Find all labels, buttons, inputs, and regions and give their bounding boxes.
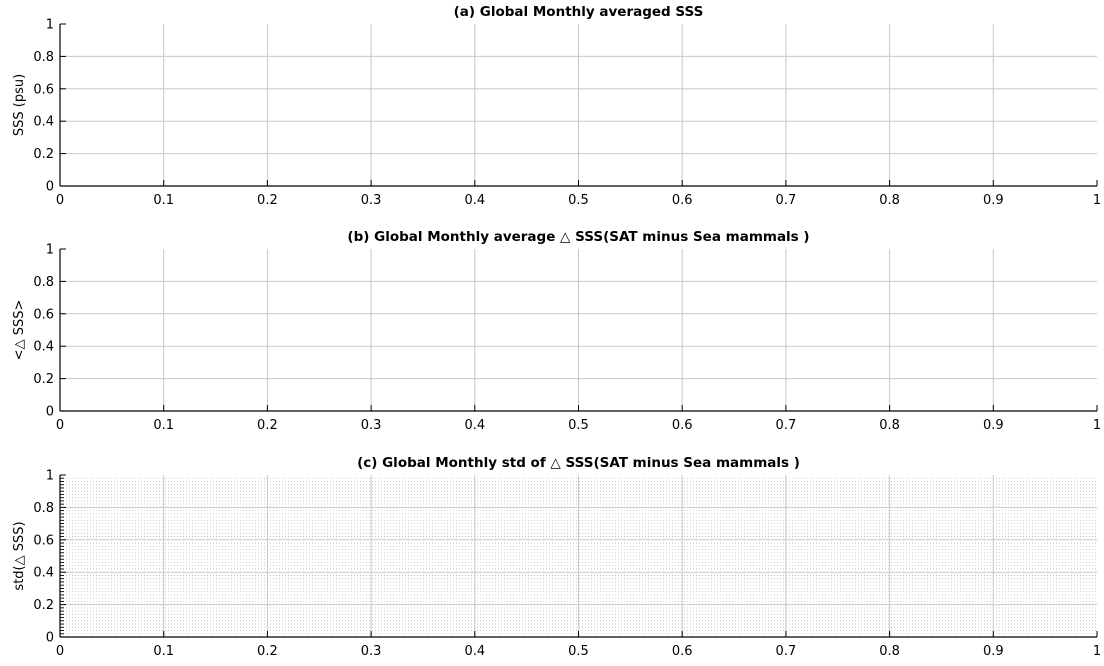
y-tick-label: 0 <box>46 180 54 195</box>
subplot-a: 0 0.1 0.2 0.3 0.4 0.5 0.6 0.7 0.8 0.9 1 0 0.2 0.4 0.6 0… <box>12 4 1101 208</box>
chart-title: (b) Global Monthly average △ SSS(SAT min… <box>347 229 809 245</box>
x-tick-label: 0.4 <box>464 418 485 433</box>
x-tick-label: 0.2 <box>257 193 278 208</box>
x-tick-label: 1 <box>1093 418 1101 433</box>
x-tick-label: 0.9 <box>983 418 1004 433</box>
y-axis-label: <△ SSS> <box>12 300 27 361</box>
x-tick-label: 0.5 <box>568 644 589 659</box>
x-tick-label: 0.1 <box>153 418 174 433</box>
y-tick-label: 0.6 <box>33 307 54 322</box>
y-axis-label: SSS (psu) <box>12 74 27 136</box>
x-tick-label: 0.9 <box>983 644 1004 659</box>
x-tick-label: 0.2 <box>257 644 278 659</box>
x-tick-label: 0.3 <box>361 193 382 208</box>
y-tick-label: 0.2 <box>33 598 54 613</box>
x-tick-label: 0.4 <box>464 644 485 659</box>
y-tick-label: 1 <box>46 243 54 258</box>
x-tick-label: 0.8 <box>879 193 900 208</box>
y-tick-label: 0.2 <box>33 372 54 387</box>
subplot-b: 0 0.1 0.2 0.3 0.4 0.5 0.6 0.7 0.8 0.9 1 0 0.2 0.4 0.6 0… <box>12 229 1101 433</box>
y-tick-label: 0 <box>46 405 54 420</box>
x-tick-label: 1 <box>1093 193 1101 208</box>
y-tick-label: 0.4 <box>33 340 54 355</box>
x-tick-label: 0.8 <box>879 418 900 433</box>
x-tick-label: 0.7 <box>776 193 797 208</box>
y-tick-label: 0.8 <box>33 275 54 290</box>
x-tick-label: 0 <box>56 193 64 208</box>
x-tick-label: 0.7 <box>776 644 797 659</box>
y-tick-label: 0.8 <box>33 501 54 516</box>
y-tick-label: 1 <box>46 469 54 484</box>
y-tick-label: 0 <box>46 631 54 646</box>
y-tick-label: 0.6 <box>33 82 54 97</box>
chart-title: (c) Global Monthly std of △ SSS(SAT minu… <box>357 455 800 471</box>
x-tick-label: 0.3 <box>361 644 382 659</box>
x-tick-label: 0 <box>56 418 64 433</box>
x-tick-label: 0.3 <box>361 418 382 433</box>
x-tick-label: 0.1 <box>153 193 174 208</box>
y-axis-label: std(△ SSS) <box>12 521 27 590</box>
y-tick-label: 0.4 <box>33 115 54 130</box>
y-tick-label: 1 <box>46 18 54 33</box>
x-tick-label: 0.8 <box>879 644 900 659</box>
y-tick-label: 0.2 <box>33 147 54 162</box>
x-tick-label: 0.5 <box>568 418 589 433</box>
subplot-c: 0 0.1 0.2 0.3 0.4 0.5 0.6 0.7 0.8 0.9 1 0 0.2 0.4 0.6 0… <box>12 455 1101 659</box>
x-tick-label: 0.6 <box>672 418 693 433</box>
x-tick-label: 0.1 <box>153 644 174 659</box>
x-tick-label: 0.2 <box>257 418 278 433</box>
x-tick-label: 0.9 <box>983 193 1004 208</box>
y-tick-label: 0.8 <box>33 50 54 65</box>
x-tick-label: 0.6 <box>672 193 693 208</box>
x-tick-label: 0.5 <box>568 193 589 208</box>
x-tick-label: 1 <box>1093 644 1101 659</box>
x-tick-label: 0.6 <box>672 644 693 659</box>
y-tick-label: 0.6 <box>33 533 54 548</box>
x-tick-label: 0 <box>56 644 64 659</box>
x-tick-label: 0.4 <box>464 193 485 208</box>
y-tick-label: 0.4 <box>33 566 54 581</box>
x-tick-label: 0.7 <box>776 418 797 433</box>
chart-title: (a) Global Monthly averaged SSS <box>454 4 704 20</box>
